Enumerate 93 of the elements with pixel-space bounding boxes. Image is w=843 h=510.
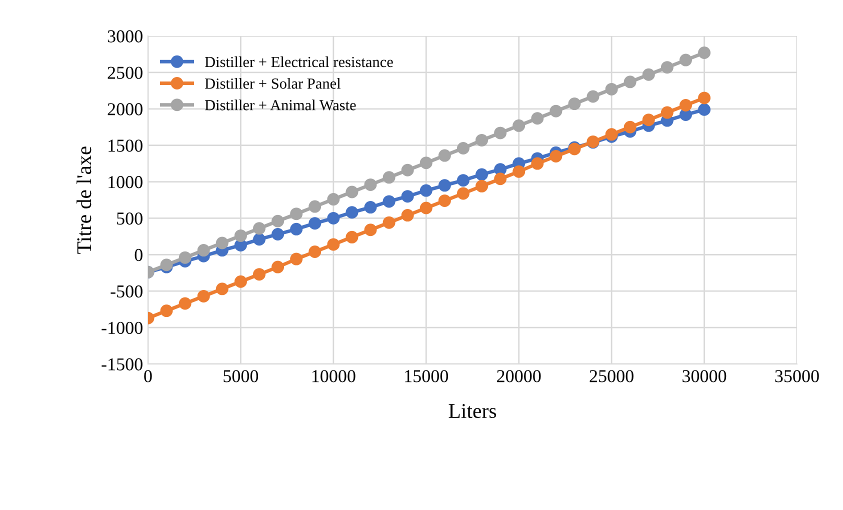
x-axis-title: Liters [448,404,496,418]
point [476,134,488,146]
point [272,214,284,228]
legend-label: Distiller + Animal Waste [204,100,356,110]
point [456,187,470,200]
point [624,76,636,88]
point [586,90,600,103]
point [382,171,396,184]
point [401,164,414,176]
x-tick-label: 30000 [682,370,726,382]
point [401,190,414,203]
y-tick-label: -1000 [102,322,142,334]
point [531,112,544,125]
point [327,193,340,206]
point [698,92,711,104]
point [531,157,544,170]
point [197,290,210,302]
point [197,244,210,257]
point [476,180,488,192]
point [160,304,173,318]
point [216,282,228,296]
x-tick-label: 25000 [590,370,634,382]
point [308,217,322,230]
y-tick-label: 2000 [108,103,142,116]
point [660,61,674,74]
point [698,46,711,60]
point [308,246,322,258]
point [679,54,692,66]
x-tick-label: 0 [144,370,152,382]
x-tick-label: 15000 [405,370,448,382]
point [550,104,562,118]
point [438,194,451,207]
point [272,260,284,274]
point [346,230,358,244]
point [476,168,488,181]
point [568,98,581,110]
x-tick-label: 35000 [775,370,819,382]
point [327,238,340,251]
point [327,212,340,224]
point [698,103,711,116]
point [494,172,507,186]
point [605,82,618,96]
point [550,150,562,163]
point [290,208,303,220]
point [364,178,377,191]
point [364,224,377,236]
y-tick-label: 1500 [108,140,142,152]
x-tick-label: 5000 [224,370,258,382]
y-tick-label: 3000 [108,30,142,42]
point [234,275,247,288]
y-tick-label: 500 [117,212,142,225]
legend-label: Distiller + Electrical resistance [204,56,393,68]
legend-label: Distiller + Solar Panel [204,78,341,89]
point [494,126,507,140]
point [290,222,303,236]
point [642,114,655,126]
point [456,174,470,187]
point [290,252,303,266]
point [234,229,247,242]
point [438,149,451,162]
point [438,179,451,192]
point [216,236,228,250]
y-tick-label: 1000 [108,176,142,188]
y-tick-label: -1500 [102,358,142,370]
x-tick-label: 10000 [312,370,356,382]
point [178,297,192,310]
point [401,209,414,222]
point [420,184,432,197]
point [624,120,636,134]
point [382,216,396,229]
point [272,228,284,241]
point [253,233,266,246]
y-tick-label: 2500 [108,66,142,79]
point [679,98,692,112]
point [253,222,266,235]
point [512,165,526,178]
y-axis-title: Titre de l'axe [76,146,92,254]
point [642,68,655,81]
point [456,142,470,154]
point [420,202,432,214]
point [178,251,192,264]
point [420,156,432,170]
x-tick-label: 20000 [497,370,541,382]
y-tick-label: 0 [134,248,142,262]
y-tick-label: -500 [110,285,142,298]
point [364,201,377,214]
point [346,186,358,198]
point [660,106,674,119]
point [512,119,526,132]
point [346,206,358,219]
point [382,195,396,208]
point [253,268,266,281]
point [308,200,322,213]
